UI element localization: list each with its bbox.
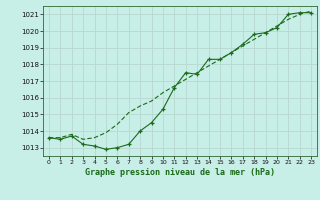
X-axis label: Graphe pression niveau de la mer (hPa): Graphe pression niveau de la mer (hPa)	[85, 168, 275, 177]
